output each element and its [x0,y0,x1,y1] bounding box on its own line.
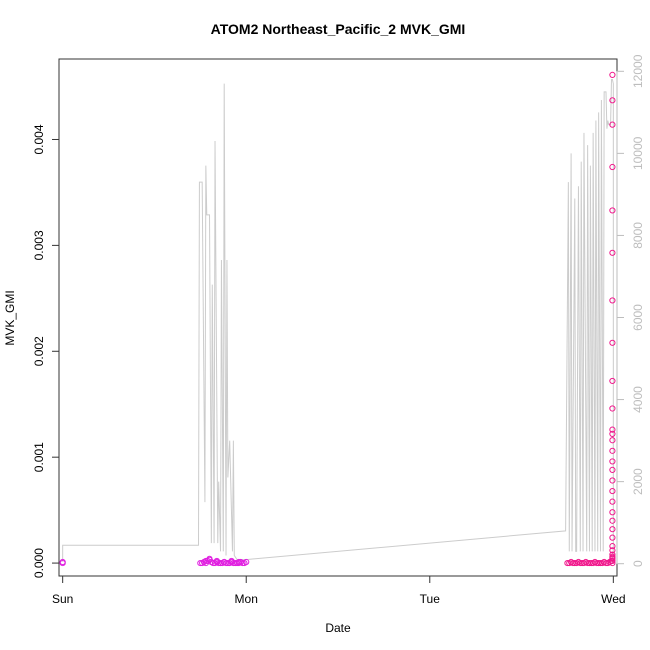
y2-tick-label: 10000 [631,136,645,170]
y2-tick-label: 8000 [631,222,645,249]
y-tick-label: 0.001 [32,442,46,472]
y-axis-title: MVK_GMI [3,290,17,345]
data-point [609,517,616,524]
data-point [609,437,616,444]
data-point [609,447,616,454]
y-axis-right: 0 2000 4000 6000 8000 10000 12000 [616,54,645,567]
data-point [609,543,616,550]
data-point [228,557,235,565]
y-tick-label: 0.000 [32,548,46,578]
data-point [609,405,616,412]
data-point [609,121,616,128]
x-axis-title: Date [325,621,351,635]
data-point [239,559,246,567]
y2-tick-label: 2000 [631,468,645,495]
data-point [609,466,616,473]
y2-tick-label: 4000 [631,386,645,413]
data-point [609,509,616,516]
y-tick-label: 0.004 [32,124,46,154]
data-point [609,477,616,484]
plot-area [58,58,618,577]
data-point [243,558,250,566]
x-axis: Sun Mon Tue Wed [52,575,626,606]
data-point [609,487,616,495]
y-axis-left: 0.000 0.001 0.002 0.003 0.004 [32,124,60,578]
series-layer [59,71,616,567]
x-tick-label: Tue [420,592,441,606]
data-point [609,430,616,437]
data-point [609,458,616,465]
y2-tick-label: 6000 [631,304,645,331]
series-line-2 [62,79,614,564]
data-point [609,71,616,78]
data-point [602,559,610,567]
data-point [609,249,616,256]
chart-title: ATOM2 Northeast_Pacific_2 MVK_GMI [211,21,466,37]
data-point [609,555,616,562]
x-tick-label: Mon [235,592,258,606]
x-tick-label: Wed [601,592,625,606]
y-tick-label: 0.003 [32,230,46,260]
y2-tick-label: 12000 [631,54,645,88]
data-point [213,557,220,565]
data-point [609,339,616,346]
x-tick-label: Sun [52,592,73,606]
y-tick-label: 0.002 [32,336,46,366]
data-point [206,555,213,562]
data-point [235,558,242,566]
data-point [609,163,616,171]
data-point [609,207,616,214]
data-point [609,526,616,533]
data-point [609,377,616,385]
data-point [609,426,616,433]
data-point [609,297,616,304]
data-point [609,551,616,558]
y2-tick-label: 0 [631,560,645,567]
data-point [609,534,616,541]
data-point [609,498,616,505]
data-point [609,557,616,565]
data-point [609,553,616,560]
data-point [221,558,228,566]
data-point [609,97,616,104]
data-point [59,558,66,566]
data-point [609,559,616,567]
data-point [609,547,616,554]
